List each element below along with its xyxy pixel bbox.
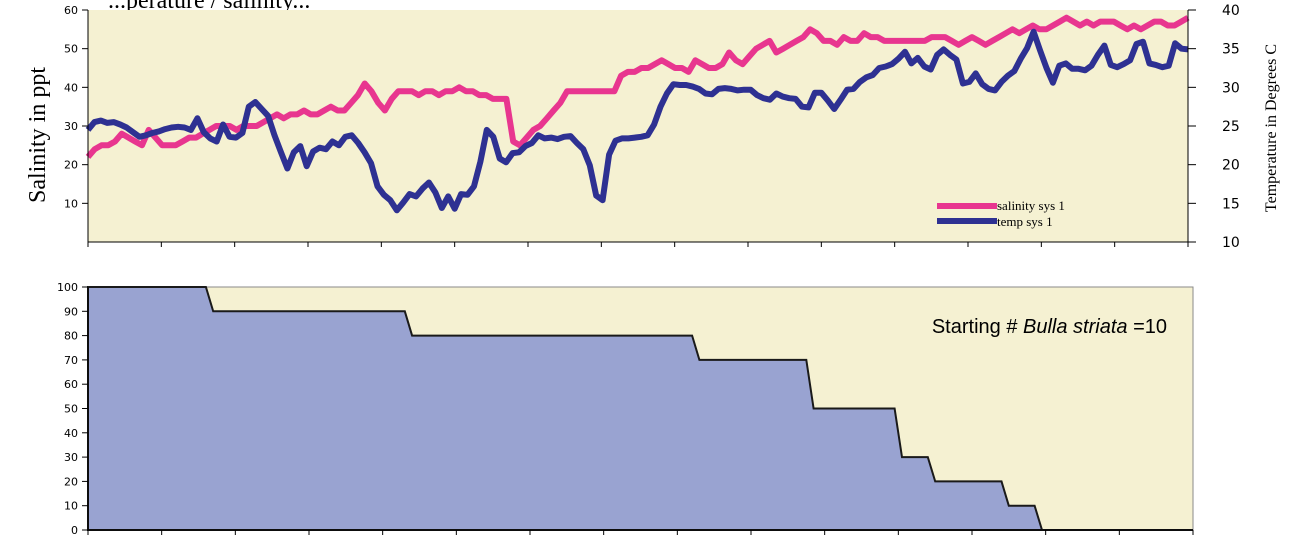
survival-chart: 0 10 20 30 40 50 60 70 80 90 100 Starting # Bulla …: [57, 281, 1194, 537]
top-left-tick-label: 10: [64, 197, 78, 210]
left-axis-label: Salinity in ppt: [25, 67, 51, 203]
legend: salinity sys 1 temp sys 1: [937, 198, 1065, 229]
top-right-tick-label: 10: [1222, 235, 1240, 251]
bottom-left-tick-label: 100: [57, 281, 78, 294]
bottom-left-tick-label: 0: [71, 524, 78, 537]
top-right-tick-label: 20: [1222, 158, 1240, 174]
annotation-suffix: =10: [1128, 316, 1167, 338]
top-right-tick-label: 25: [1222, 119, 1240, 135]
annotation-prefix: Starting #: [932, 316, 1023, 338]
legend-temp-label: temp sys 1: [997, 214, 1053, 229]
top-left-tick-label: 20: [64, 159, 78, 172]
top-right-tick-label: 35: [1222, 42, 1240, 58]
bottom-left-tick-label: 90: [64, 305, 78, 318]
top-left-tick-label: 60: [64, 4, 78, 17]
top-left-tick-label: 30: [64, 120, 78, 133]
legend-salinity-label: salinity sys 1: [997, 198, 1065, 213]
right-axis-label: Temperature in Degrees C: [1263, 44, 1280, 212]
top-left-tick-label: 50: [64, 43, 78, 56]
top-right-axis: 10 15 20 25 30 35 40: [1188, 3, 1240, 251]
bottom-left-tick-label: 70: [64, 354, 78, 367]
salinity-temperature-chart: 10 20 30 40 50 60 10 15 20 25 30 35 40 Salinity in …: [25, 3, 1280, 251]
bottom-left-tick-label: 60: [64, 378, 78, 391]
bottom-left-tick-label: 20: [64, 475, 78, 488]
top-left-axis: 10 20 30 40 50 60: [64, 4, 88, 210]
annotation-species: Bulla striata: [1023, 316, 1128, 338]
bottom-left-tick-label: 30: [64, 451, 78, 464]
bottom-x-axis: [87, 530, 1194, 535]
bottom-left-tick-label: 50: [64, 403, 78, 416]
bottom-left-axis: 0 10 20 30 40 50 60 70 80 90 100: [57, 281, 88, 537]
survival-area: [87, 286, 1193, 531]
top-right-tick-label: 40: [1222, 3, 1240, 19]
top-right-tick-label: 15: [1222, 196, 1240, 212]
starting-count-annotation: Starting # Bulla striata =10: [932, 316, 1167, 338]
top-right-tick-label: 30: [1222, 80, 1240, 96]
top-left-tick-label: 40: [64, 81, 78, 94]
temperature-series-line: [85, 28, 1189, 214]
bottom-left-tick-label: 10: [64, 500, 78, 513]
top-x-axis: [87, 242, 1189, 247]
bottom-left-tick-label: 40: [64, 427, 78, 440]
bottom-left-tick-label: 80: [64, 330, 78, 343]
